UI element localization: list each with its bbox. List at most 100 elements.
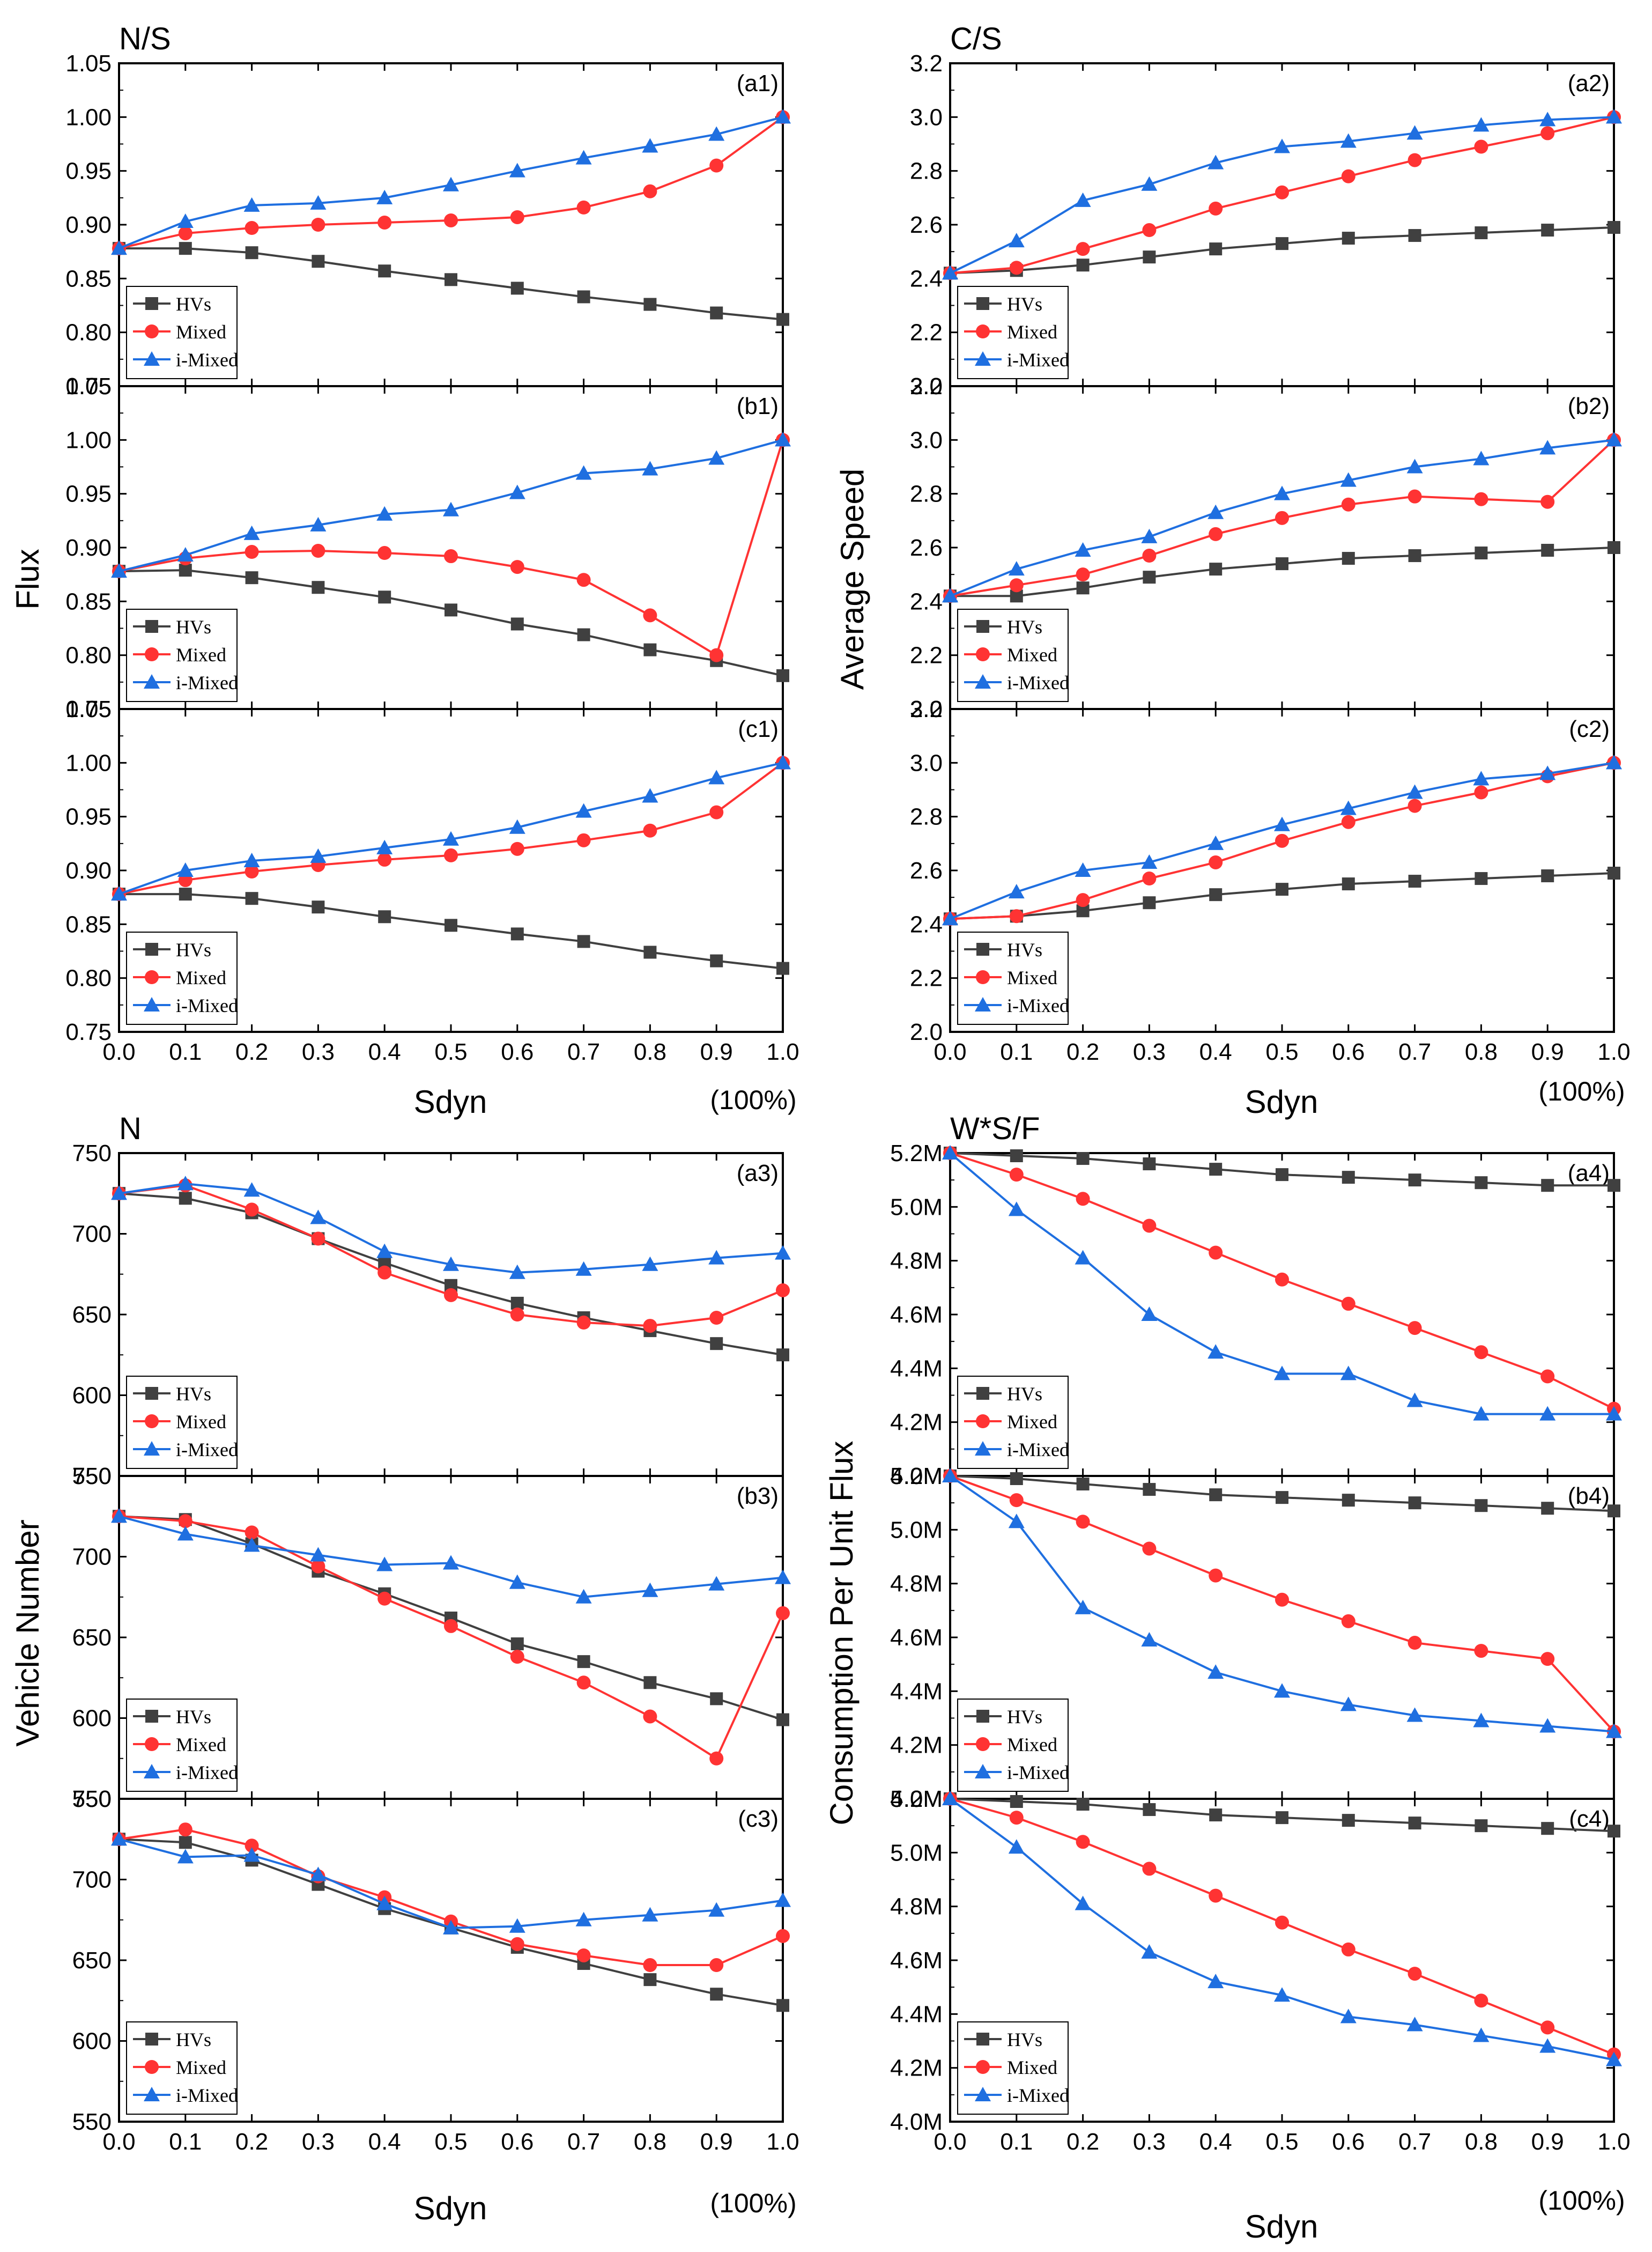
legend-marker-hvs — [145, 943, 158, 956]
point-hvs — [510, 1296, 524, 1310]
y-tick-label: 550 — [72, 1786, 112, 1812]
point-hvs — [1143, 1157, 1156, 1171]
point-i-mixed — [310, 195, 327, 210]
point-i-mixed — [1473, 451, 1490, 466]
point-mixed — [576, 1316, 591, 1330]
legend: HVs Mixed i-Mixed — [126, 1699, 238, 1792]
y-tick-label: 4.4M — [890, 1355, 943, 1382]
point-i-mixed — [243, 525, 260, 540]
y-tick-label: 0.80 — [65, 320, 112, 346]
point-i-mixed — [1406, 1707, 1423, 1722]
legend-label-mixed: Mixed — [1007, 967, 1057, 988]
point-i-mixed — [177, 1849, 194, 1864]
point-i-mixed — [708, 450, 725, 465]
y-tick-label: 5.0M — [890, 1517, 943, 1543]
point-i-mixed — [1141, 1306, 1158, 1321]
legend-label-i-mixed: i-Mixed — [1007, 672, 1069, 693]
point-hvs — [1143, 1803, 1156, 1817]
y-tick-label: 650 — [72, 1947, 112, 1974]
point-hvs — [1076, 581, 1090, 595]
point-i-mixed — [1274, 1987, 1290, 2002]
point-i-mixed — [575, 1589, 592, 1604]
point-i-mixed — [775, 755, 791, 770]
point-hvs — [1276, 1168, 1288, 1182]
point-i-mixed — [1473, 1406, 1490, 1421]
point-i-mixed — [1207, 835, 1224, 850]
legend: HVs Mixed i-Mixed — [126, 286, 238, 379]
panel-c1: 0.75 0.80 0.85 0.90 0.95 1.00 1.05 0.0 0.1 0.2 0.3… — [65, 696, 799, 1065]
point-mixed — [178, 1514, 192, 1529]
y-tick-label: 1.05 — [65, 50, 112, 77]
point-mixed — [1341, 169, 1355, 183]
point-hvs — [1209, 563, 1223, 576]
point-mixed — [311, 544, 325, 558]
series-line-mixed — [118, 1828, 783, 1967]
point-mixed — [1142, 1219, 1157, 1233]
point-mixed — [1009, 261, 1024, 275]
point-i-mixed — [111, 240, 127, 255]
legend-label-hvs: HVs — [1007, 1383, 1042, 1405]
point-i-mixed — [509, 1918, 525, 1933]
point-mixed — [709, 1958, 724, 1973]
xlabel-flux: Sdyn — [414, 1084, 487, 1120]
y-tick-label: 2.2 — [910, 320, 943, 346]
y-tick-label: 4.6M — [890, 1625, 943, 1651]
point-hvs — [1541, 224, 1554, 237]
legend-label-mixed: Mixed — [1007, 644, 1057, 666]
y-tick-label: 2.6 — [910, 535, 943, 561]
point-mixed — [1341, 497, 1355, 512]
point-mixed — [444, 848, 458, 862]
legend: HVs Mixed i-Mixed — [957, 932, 1069, 1025]
point-i-mixed — [1008, 1839, 1025, 1854]
point-hvs — [1541, 544, 1554, 557]
point-mixed — [1474, 492, 1488, 506]
y-tick-label: 2.4 — [910, 588, 943, 615]
point-mixed — [1076, 1835, 1090, 1849]
x-tick-label: 0.6 — [1332, 1039, 1365, 1065]
point-mixed — [643, 1709, 657, 1724]
x-tick-label: 0.7 — [567, 2129, 600, 2155]
legend-label-mixed: Mixed — [176, 1734, 226, 1755]
legend-label-i-mixed: i-Mixed — [1007, 1439, 1069, 1460]
point-i-mixed — [1539, 765, 1556, 780]
point-mixed — [1540, 1369, 1555, 1384]
point-hvs — [776, 669, 789, 682]
point-hvs — [312, 581, 325, 594]
point-hvs — [1342, 552, 1355, 565]
point-mixed — [245, 221, 259, 235]
point-mixed — [1407, 1321, 1422, 1335]
point-i-mixed — [1075, 1250, 1091, 1265]
legend-box — [957, 1699, 1069, 1792]
point-i-mixed — [1606, 109, 1622, 124]
panel-b2: 2.0 2.2 2.4 2.6 2.8 3.0 3.2 (b2) HVs Mixed i-Mixed — [910, 373, 1622, 722]
y-tick-label: 750 — [72, 1140, 112, 1166]
point-mixed — [444, 549, 458, 564]
point-hvs — [577, 935, 590, 948]
x-tick-label: 0.0 — [934, 1039, 966, 1065]
legend-marker-i-mixed — [975, 1764, 991, 1778]
y-tick-label: 2.6 — [910, 212, 943, 238]
legend-label-hvs: HVs — [176, 1706, 211, 1727]
point-hvs — [710, 306, 723, 320]
legend-label-hvs: HVs — [176, 1383, 211, 1405]
legend-marker-mixed — [145, 324, 159, 338]
point-hvs — [179, 564, 192, 577]
point-i-mixed — [111, 1508, 127, 1523]
point-hvs — [1076, 1478, 1090, 1491]
x-tick-label: 0.3 — [302, 1039, 335, 1065]
point-hvs — [1408, 1496, 1421, 1510]
point-hvs — [1541, 1179, 1554, 1192]
point-mixed — [377, 215, 392, 230]
x-tick-label: 0.2 — [235, 1039, 268, 1065]
legend-marker-hvs — [976, 943, 989, 956]
y-tick-label: 600 — [72, 1383, 112, 1409]
point-mixed — [1474, 1644, 1488, 1658]
point-hvs — [1209, 1808, 1223, 1822]
point-mixed — [178, 1822, 192, 1837]
legend-marker-mixed — [976, 1414, 990, 1428]
point-mixed — [444, 1619, 458, 1633]
legend-label-mixed: Mixed — [1007, 1411, 1057, 1433]
legend-marker-i-mixed — [144, 351, 160, 366]
legend-marker-mixed — [145, 970, 159, 984]
point-hvs — [1607, 541, 1620, 554]
